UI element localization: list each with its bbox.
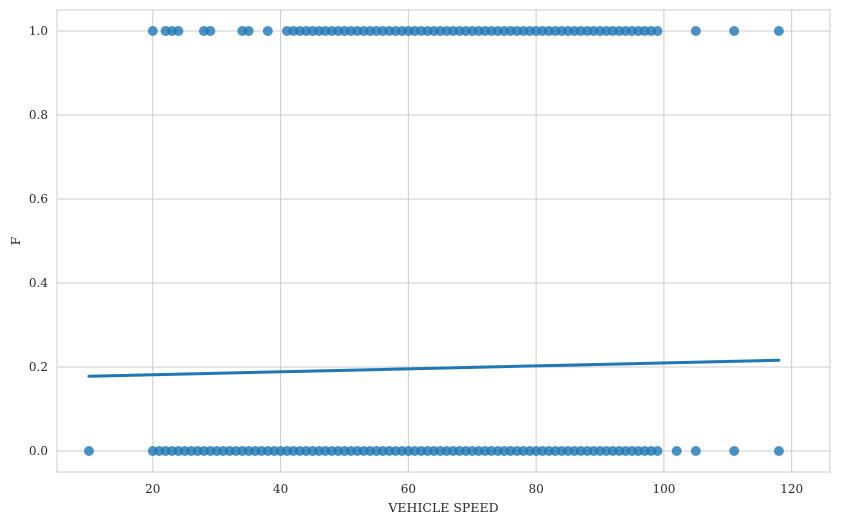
x-tick-label: 20 [145,482,160,496]
y-tick-label: 0.4 [29,276,48,290]
data-point [243,26,254,36]
data-point [652,26,663,36]
x-tick-label: 120 [780,482,803,496]
x-tick-label: 40 [273,482,288,496]
data-point [173,26,184,36]
data-point [671,446,682,456]
y-tick-label: 0.6 [29,192,48,206]
data-point [729,26,740,36]
x-tick-label: 60 [401,482,416,496]
data-point [147,26,158,36]
data-point [729,446,740,456]
y-tick-label: 0.8 [29,108,48,122]
x-axis-label: VEHICLE SPEED [387,500,498,515]
x-tick-label: 100 [652,482,675,496]
data-point [652,446,663,456]
data-points [83,26,784,456]
grid-lines [57,10,830,472]
data-point [205,26,216,36]
data-point [690,446,701,456]
y-tick-label: 1.0 [29,24,48,38]
x-tick-label: 80 [528,482,543,496]
y-tick-labels: 0.0 0.2 0.4 0.6 0.8 1.0 [29,24,48,458]
data-point [262,26,273,36]
regression-line-group [87,358,781,378]
regression-line [87,358,781,378]
data-point [773,26,784,36]
x-tick-labels: 20 40 60 80 100 120 [145,482,803,496]
plot-frame [56,9,831,473]
data-point [83,446,94,456]
data-point [773,446,784,456]
y-axis-label: F [8,236,23,245]
y-tick-label: 0.0 [29,444,48,458]
data-point [690,26,701,36]
y-tick-label: 0.2 [29,360,48,374]
